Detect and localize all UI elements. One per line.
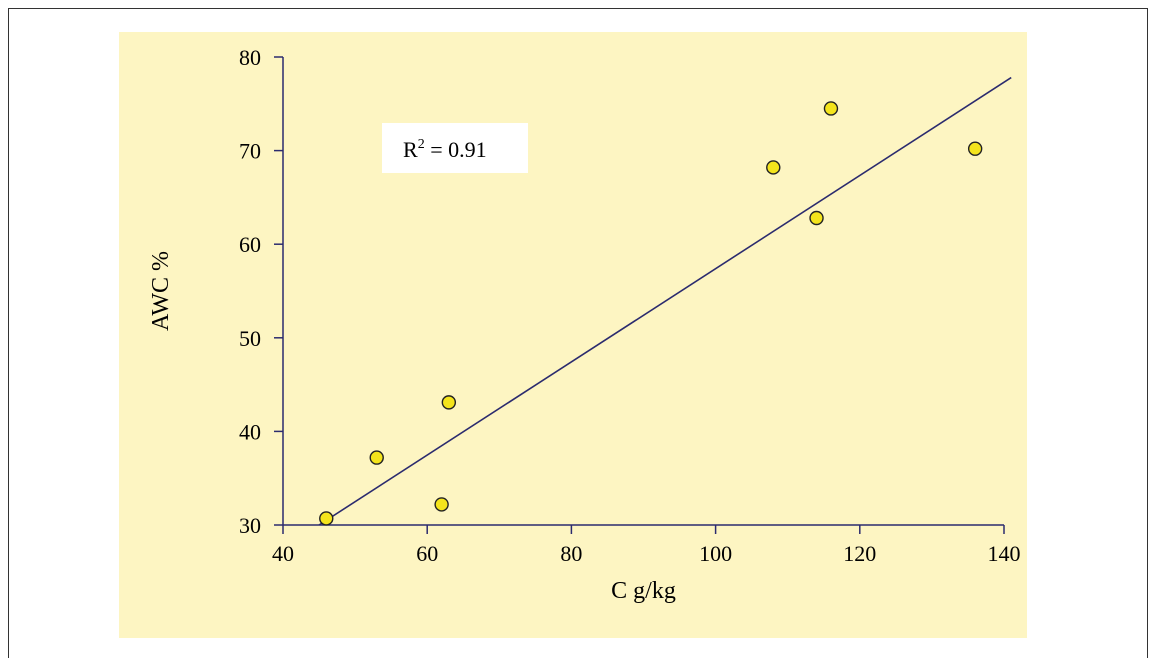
data-point (823, 101, 839, 116)
figure-frame (8, 8, 1148, 658)
y-tick-label: 60 (239, 232, 261, 257)
data-point (319, 511, 334, 526)
r2-value: = 0.91 (425, 137, 487, 162)
x-tick-label: 60 (416, 541, 438, 566)
y-tick-label: 30 (239, 513, 261, 538)
data-point (441, 395, 457, 410)
plot-background (119, 32, 1027, 638)
y-tick-label: 40 (239, 419, 261, 444)
data-point (809, 210, 824, 226)
trendline-layer (318, 76, 1012, 526)
data-point (766, 160, 781, 175)
r2-label: R2 = 0.91 (403, 137, 487, 162)
trendline (318, 76, 1012, 526)
labels-layer: 30 40 50 60 70 80 40 60 80 100 120 140 C g/kg AWC % (148, 45, 1021, 604)
x-tick-label: 80 (560, 541, 582, 566)
x-tick-label: 40 (272, 541, 294, 566)
y-tick-label: 50 (239, 326, 261, 351)
y-axis-title: AWC % (148, 251, 174, 331)
data-point (967, 141, 983, 156)
data-point (434, 497, 449, 512)
axes-layer (274, 56, 1005, 534)
y-tick-label: 80 (239, 45, 261, 70)
x-tick-label: 100 (699, 541, 732, 566)
x-tick-label: 140 (988, 541, 1021, 566)
points-layer (319, 101, 983, 526)
x-tick-label: 120 (843, 541, 876, 566)
y-tick-label: 70 (239, 139, 261, 164)
data-point (369, 450, 384, 465)
x-axis-title: C g/kg (611, 578, 676, 604)
r2-box (382, 123, 528, 173)
r2-superscript: 2 (418, 137, 425, 152)
r2-annotation: R2 = 0.91 (382, 123, 528, 173)
r2-base: R (403, 137, 418, 162)
